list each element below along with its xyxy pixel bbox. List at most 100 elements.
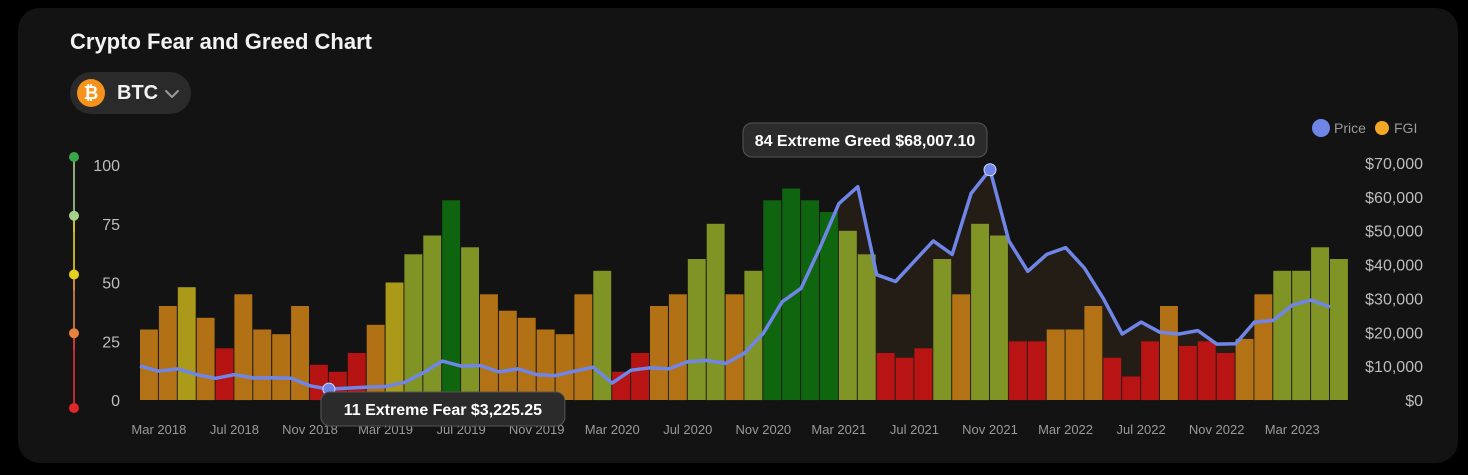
- price-tick-label: $10,000: [1365, 359, 1423, 376]
- x-tick-label: Nov 2020: [736, 422, 792, 437]
- x-tick-label: Mar 2020: [585, 422, 640, 437]
- fgi-bar: [536, 329, 555, 400]
- fgi-bar: [876, 353, 895, 400]
- fgi-bar: [1197, 341, 1216, 401]
- min-callout: 11 Extreme Fear $3,225.25: [320, 391, 566, 427]
- fgi-tick-label: 75: [102, 217, 120, 234]
- fgi-bar: [763, 200, 782, 401]
- fgi-bar: [820, 212, 838, 400]
- fgi-bar: [140, 329, 158, 400]
- fgi-bar: [706, 223, 725, 401]
- x-tick-label: Mar 2023: [1265, 422, 1320, 437]
- fgi-bar: [725, 294, 744, 401]
- fgi-bar: [1103, 357, 1122, 400]
- coin-selector-label: BTC: [117, 81, 159, 104]
- fgi-bar: [291, 306, 309, 400]
- x-tick-label: Nov 2021: [962, 422, 1018, 437]
- fgi-bar: [1235, 338, 1254, 400]
- fgi-bar: [744, 270, 763, 401]
- fgi-axis-dot: [69, 210, 79, 221]
- price-line: [139, 167, 1331, 391]
- x-tick-label: Nov 2022: [1189, 422, 1245, 437]
- fgi-bar: [687, 259, 706, 400]
- x-tick-label: Mar 2018: [131, 422, 186, 437]
- x-tick-label: Nov 2018: [282, 422, 338, 437]
- fgi-bar: [442, 200, 461, 401]
- fgi-bar: [480, 294, 498, 401]
- fgi-bar: [423, 235, 442, 400]
- fgi-bar: [895, 357, 914, 400]
- fgi-tick-label: 0: [111, 393, 120, 410]
- max-callout: 84 Extreme Greed $68,007.10: [742, 122, 988, 158]
- fgi-bar: [574, 294, 593, 401]
- x-tick-label: Jul 2018: [210, 422, 259, 437]
- fgi-bar: [914, 348, 933, 400]
- coin-selector-dropdown[interactable]: ₿ BTC: [70, 72, 191, 114]
- fgi-bar: [366, 324, 385, 400]
- fgi-bar: [668, 294, 687, 401]
- fgi-bar: [593, 270, 612, 401]
- x-tick-label: Jul 2020: [663, 422, 712, 437]
- fgi-bar: [517, 317, 536, 401]
- fgi-bar: [272, 334, 291, 400]
- min-callout-text: 11 Extreme Fear $3,225.25: [344, 402, 542, 419]
- fgi-bar: [971, 223, 989, 401]
- fgi-bar: [385, 282, 404, 400]
- fgi-tick-label: 100: [93, 158, 120, 175]
- price-tick-label: $70,000: [1365, 156, 1423, 173]
- fgi-axis-dot: [69, 328, 79, 339]
- fgi-bar: [1273, 270, 1292, 401]
- price-tick-label: $40,000: [1365, 258, 1423, 275]
- fgi-bar: [650, 306, 668, 400]
- fgi-bar: [1254, 294, 1273, 401]
- fgi-bar: [215, 348, 234, 400]
- price-tick-label: $50,000: [1365, 224, 1423, 241]
- fgi-bar: [1046, 329, 1065, 400]
- fgi-bar: [838, 230, 857, 400]
- max-callout-text: 84 Extreme Greed $68,007.10: [755, 133, 976, 150]
- fgi-bar: [1311, 247, 1329, 401]
- fgi-bar: [1216, 353, 1235, 400]
- x-tick-label: Jul 2021: [890, 422, 939, 437]
- fgi-axis-dot: [69, 269, 79, 280]
- fgi-bar: [857, 254, 876, 400]
- fgi-bar: [1027, 341, 1046, 401]
- x-tick-label: Mar 2022: [1038, 422, 1093, 437]
- legend-price-dot: [1312, 119, 1330, 137]
- chart-title: Crypto Fear and Greed Chart: [70, 29, 372, 54]
- fgi-bar: [990, 235, 1008, 400]
- fgi-bar: [1330, 259, 1348, 400]
- price-tick-label: $30,000: [1365, 291, 1423, 308]
- min-callout-box: [320, 391, 566, 427]
- fgi-bar: [1160, 306, 1178, 400]
- legend-fgi-dot: [1375, 121, 1389, 135]
- fgi-bar: [801, 200, 819, 401]
- fgi-bar: [555, 334, 574, 400]
- price-tick-label: $0: [1405, 393, 1423, 410]
- price-tick-label: $20,000: [1365, 325, 1423, 342]
- fgi-bar: [952, 294, 971, 401]
- fgi-tick-label: 50: [102, 276, 120, 293]
- price-tick-label: $60,000: [1365, 190, 1423, 207]
- legend-price-label: Price: [1334, 120, 1366, 136]
- bitcoin-icon: ₿: [77, 79, 105, 107]
- legend-fgi-label: FGI: [1394, 120, 1417, 136]
- fgi-bar: [498, 310, 517, 400]
- fgi-axis-dot: [69, 403, 79, 413]
- fgi-bar: [1178, 345, 1197, 400]
- fgi-tick-label: 25: [102, 334, 120, 351]
- fgi-bar: [1084, 306, 1103, 400]
- fgi-bar: [196, 317, 215, 401]
- fgi-axis-dot: [69, 152, 79, 162]
- fgi-bar: [1141, 341, 1159, 401]
- fgi-bar: [1122, 376, 1141, 400]
- chevron-down-icon: [165, 90, 180, 98]
- max-price-marker: [983, 163, 997, 177]
- fgi-bar: [1008, 341, 1027, 401]
- fgi-bar: [158, 306, 177, 400]
- fgi-bar: [253, 329, 272, 400]
- fgi-bar: [631, 353, 649, 400]
- x-tick-label: Jul 2022: [1117, 422, 1166, 437]
- fgi-bar: [234, 294, 253, 401]
